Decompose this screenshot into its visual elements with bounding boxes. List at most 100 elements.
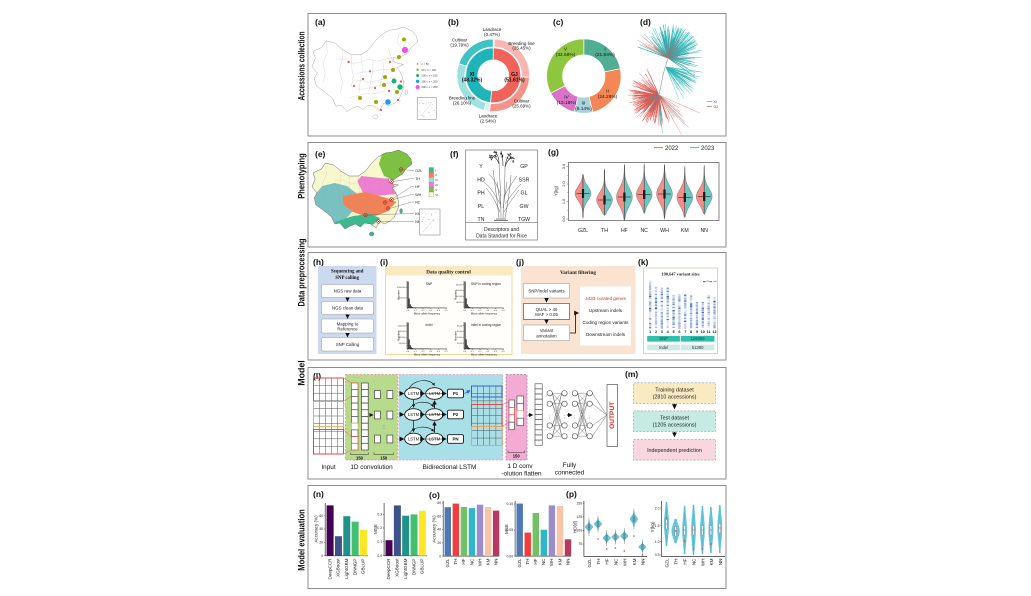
svg-text:Cultivar: Cultivar bbox=[452, 38, 468, 43]
svg-text:HF: HF bbox=[533, 558, 538, 564]
svg-text:200000: 200000 bbox=[456, 296, 464, 298]
svg-text:GJ: GJ bbox=[714, 105, 719, 109]
svg-text:(32.58%): (32.58%) bbox=[556, 52, 576, 58]
svg-text:WH: WH bbox=[549, 559, 554, 567]
svg-text:NN: NN bbox=[700, 228, 708, 234]
svg-text:GBLUP: GBLUP bbox=[361, 559, 366, 575]
svg-text:(m): (m) bbox=[625, 369, 638, 379]
svg-text:0.3: 0.3 bbox=[377, 513, 382, 517]
svg-text:(n): (n) bbox=[313, 489, 324, 499]
svg-text:0.4: 0.4 bbox=[494, 351, 498, 353]
svg-text:0.2: 0.2 bbox=[478, 351, 482, 353]
svg-text:40: 40 bbox=[319, 527, 323, 531]
svg-text:0.05: 0.05 bbox=[506, 528, 513, 532]
svg-text:TH: TH bbox=[674, 559, 679, 565]
svg-text:TH: TH bbox=[601, 228, 608, 234]
svg-text:Number: Number bbox=[397, 331, 401, 341]
svg-text:80000: 80000 bbox=[457, 325, 463, 327]
svg-text:⋮: ⋮ bbox=[573, 415, 578, 420]
svg-text:Data quality control: Data quality control bbox=[426, 270, 471, 276]
svg-text:Number: Number bbox=[454, 331, 458, 341]
svg-text:0.0: 0.0 bbox=[463, 310, 467, 312]
svg-text:TH: TH bbox=[415, 177, 420, 181]
svg-text:NN: NN bbox=[493, 559, 498, 566]
svg-text:II: II bbox=[435, 173, 437, 177]
svg-text:Model: Model bbox=[296, 360, 307, 386]
svg-text:NC: NC bbox=[692, 558, 697, 565]
svg-text:(k): (k) bbox=[638, 257, 649, 267]
svg-text:DNNGP: DNNGP bbox=[411, 559, 416, 576]
svg-text:0.2: 0.2 bbox=[377, 526, 382, 530]
svg-text:150: 150 bbox=[576, 502, 582, 506]
svg-text:(e): (e) bbox=[315, 149, 326, 159]
svg-text:7: 7 bbox=[684, 330, 686, 334]
svg-text:40: 40 bbox=[437, 528, 441, 532]
svg-text:Independent prediction: Independent prediction bbox=[647, 448, 702, 454]
svg-text:SNP Calling: SNP Calling bbox=[336, 342, 360, 347]
svg-text:0.4: 0.4 bbox=[494, 310, 498, 312]
svg-text:100 ≤ n < 150: 100 ≤ n < 150 bbox=[422, 74, 438, 78]
svg-text:GBLUP: GBLUP bbox=[420, 559, 425, 575]
svg-text:0.10: 0.10 bbox=[506, 502, 513, 506]
svg-text:I: I bbox=[435, 168, 436, 172]
svg-text:Number: Number bbox=[397, 290, 401, 300]
svg-text:5: 5 bbox=[672, 330, 674, 334]
svg-text:GP: GP bbox=[520, 164, 528, 170]
svg-text:Indel in coding region: Indel in coding region bbox=[471, 323, 502, 327]
svg-text:Indel: Indel bbox=[659, 345, 668, 350]
svg-text:10: 10 bbox=[701, 330, 705, 334]
svg-text:MAF > 0.05: MAF > 0.05 bbox=[535, 312, 558, 317]
svg-text:MSE: MSE bbox=[504, 524, 509, 534]
svg-text:0: 0 bbox=[439, 554, 441, 558]
svg-text:LightGBM: LightGBM bbox=[344, 558, 349, 579]
svg-text:Minor allele frequency: Minor allele frequency bbox=[471, 352, 498, 356]
svg-text:2000000: 2000000 bbox=[398, 325, 407, 327]
svg-text:NC: NC bbox=[541, 558, 546, 565]
svg-text:VI: VI bbox=[435, 193, 438, 197]
svg-text:I: I bbox=[604, 47, 605, 53]
svg-text:0.4: 0.4 bbox=[437, 351, 441, 353]
svg-text:(0.47%): (0.47%) bbox=[484, 32, 500, 37]
svg-text:11: 11 bbox=[707, 330, 711, 334]
svg-text:TH: TH bbox=[596, 559, 601, 565]
svg-text:Y(kg): Y(kg) bbox=[650, 521, 655, 532]
svg-text:III: III bbox=[582, 101, 586, 107]
svg-text:(2810 accessions): (2810 accessions) bbox=[653, 394, 697, 400]
svg-text:SSR: SSR bbox=[519, 177, 530, 183]
svg-text:OUTPUT: OUTPUT bbox=[609, 402, 616, 429]
svg-text:0.5: 0.5 bbox=[502, 310, 506, 312]
svg-text:connected: connected bbox=[555, 470, 585, 477]
svg-text:HD(d): HD(d) bbox=[573, 520, 578, 533]
svg-text:XI: XI bbox=[714, 100, 717, 104]
svg-text:⋮: ⋮ bbox=[547, 415, 552, 420]
svg-text:(25.45%): (25.45%) bbox=[512, 46, 531, 51]
svg-text:3.0: 3.0 bbox=[562, 164, 566, 169]
svg-text:Breeding line: Breeding line bbox=[508, 41, 535, 46]
svg-text:Downstream indels: Downstream indels bbox=[586, 332, 626, 337]
svg-text:NGS raw data: NGS raw data bbox=[334, 289, 362, 294]
svg-text:(o): (o) bbox=[429, 490, 440, 500]
svg-text:XGBoost: XGBoost bbox=[336, 558, 341, 577]
svg-text:Test dataset: Test dataset bbox=[660, 416, 690, 422]
svg-text:20: 20 bbox=[319, 541, 323, 545]
svg-text:20: 20 bbox=[437, 541, 441, 545]
svg-text:Accuracy (%): Accuracy (%) bbox=[314, 515, 319, 543]
svg-text:KM: KM bbox=[485, 558, 490, 565]
svg-text:0.3: 0.3 bbox=[429, 310, 433, 312]
svg-text:0.0: 0.0 bbox=[406, 310, 410, 312]
svg-text:SNP calling: SNP calling bbox=[335, 276, 359, 281]
svg-text:1.0: 1.0 bbox=[655, 540, 660, 544]
svg-text:PN: PN bbox=[452, 437, 458, 442]
svg-text:(26.10%): (26.10%) bbox=[453, 100, 472, 105]
svg-text:0.3: 0.3 bbox=[486, 310, 490, 312]
svg-text:GJ: GJ bbox=[511, 72, 518, 78]
svg-text:Descriptors and: Descriptors and bbox=[484, 227, 519, 233]
svg-text:(g): (g) bbox=[548, 147, 559, 157]
svg-text:MSE: MSE bbox=[373, 524, 378, 534]
svg-text:GZL: GZL bbox=[587, 558, 592, 567]
svg-text:(8.14%): (8.14%) bbox=[575, 106, 592, 112]
svg-text:0.00: 0.00 bbox=[506, 554, 513, 558]
svg-text:P2: P2 bbox=[453, 412, 459, 417]
svg-text:0: 0 bbox=[321, 554, 323, 558]
svg-text:(2.54%): (2.54%) bbox=[480, 118, 496, 123]
